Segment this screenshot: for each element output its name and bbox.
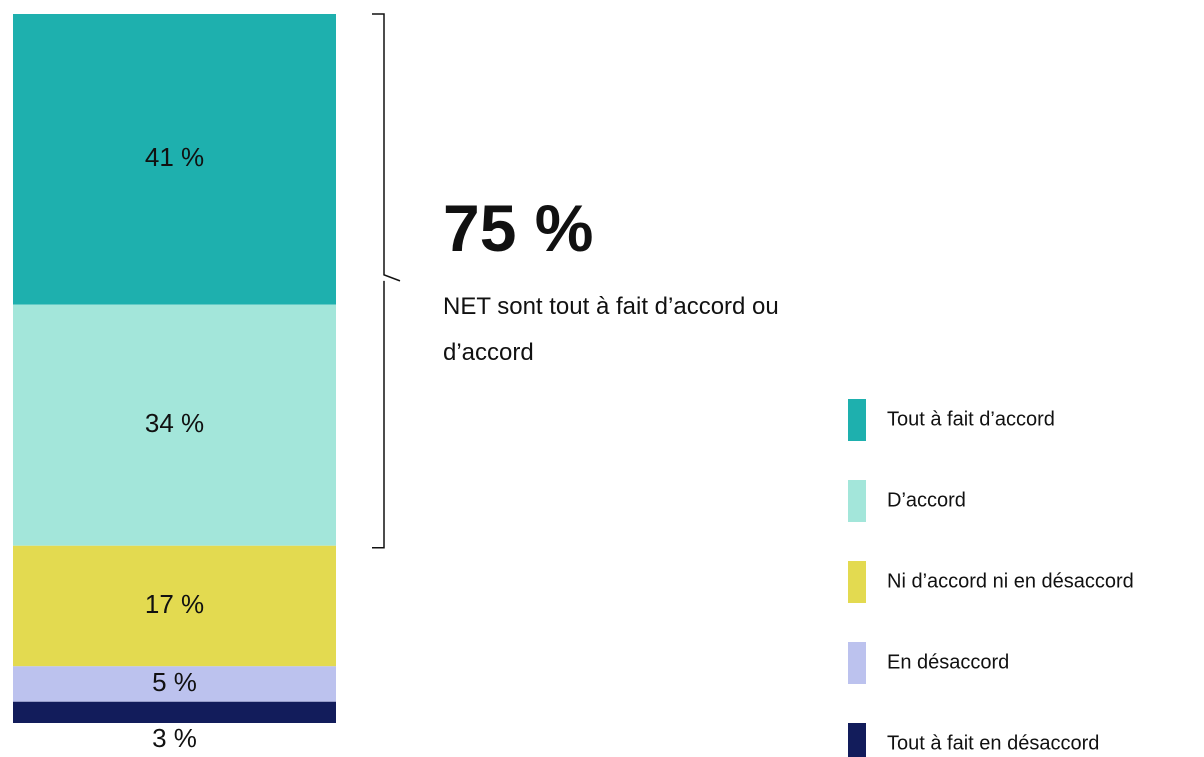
segment-label: 5 % [152,667,197,697]
net-text: NET sont tout à fait d’accord ou d’accor… [443,293,779,366]
legend-label: D’accord [887,489,966,511]
bracket [372,13,401,549]
bar-segment [13,304,336,546]
legend-swatch [848,723,866,757]
bar-segment [13,701,336,723]
segment-label: 41 % [145,142,204,172]
net-value: 75 % [443,191,594,265]
legend-swatch [848,642,866,684]
legend-swatch [848,480,866,522]
segment-label: 3 % [152,723,197,753]
legend-label: Tout à fait en désaccord [887,732,1099,754]
bar-segment [13,14,336,305]
legend-swatch [848,561,866,603]
bar-segment [13,545,336,667]
legend-label: Ni d’accord ni en désaccord [887,570,1134,592]
legend-label: Tout à fait d’accord [887,408,1055,430]
legend-swatch [848,399,866,441]
bar-segment [13,666,336,702]
segment-label: 17 % [145,589,204,619]
legend-label: En désaccord [887,651,1009,673]
segment-label: 34 % [145,408,204,438]
